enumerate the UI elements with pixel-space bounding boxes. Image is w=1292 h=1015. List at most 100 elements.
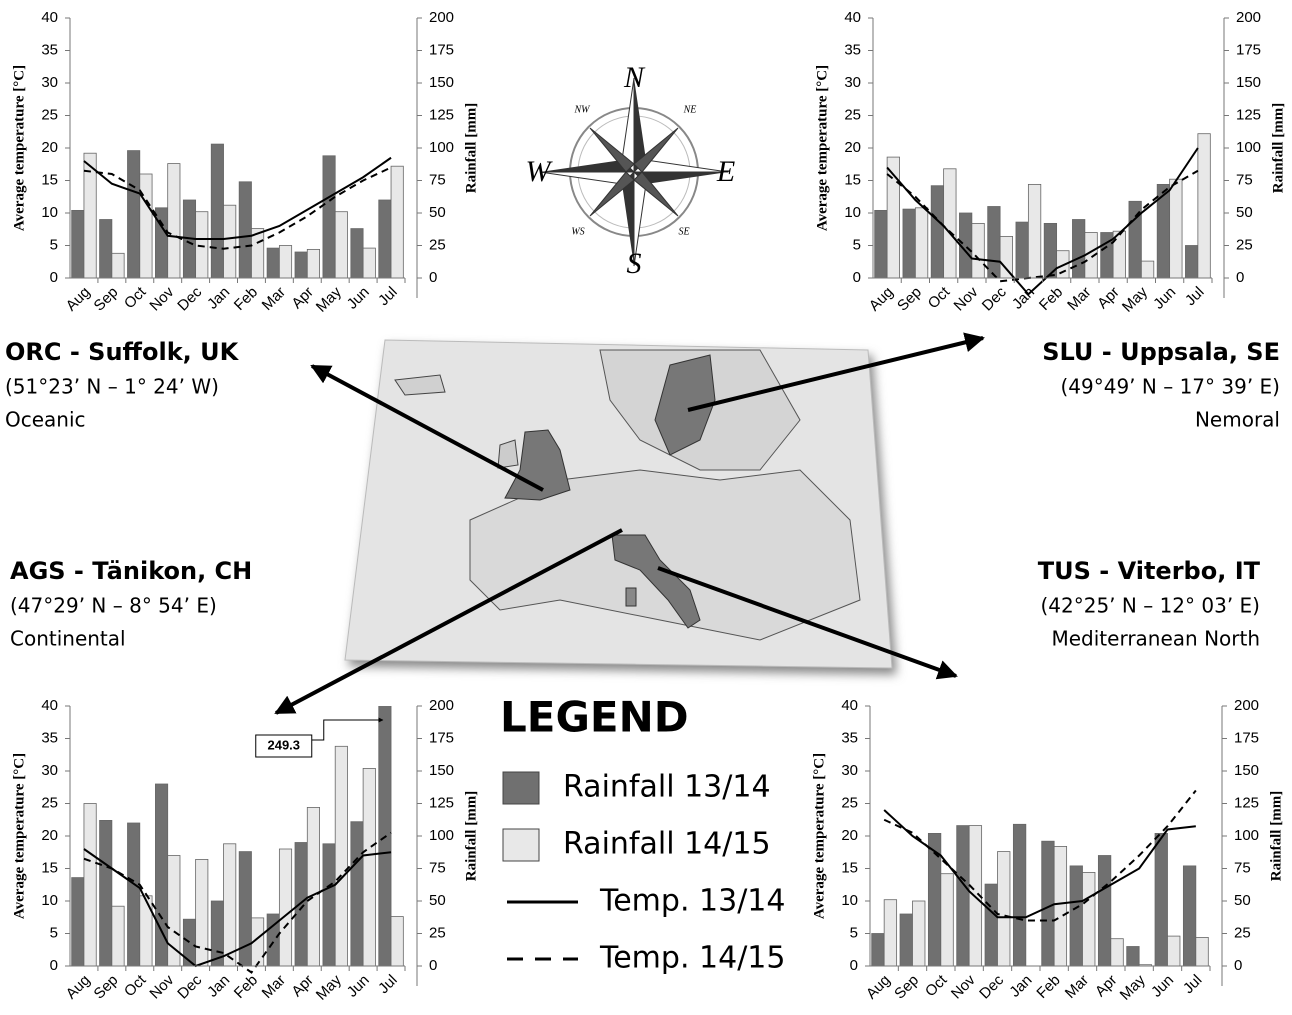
y-tick-label: 25 — [41, 106, 58, 123]
y-tick-label: 35 — [841, 729, 858, 746]
figure: N NE E SE S WS W NW LEGEND 0510152025303… — [0, 0, 1292, 1015]
rainfall-bar — [140, 896, 152, 966]
x-tick-label: Jul — [1180, 972, 1206, 998]
y-tick-label: 40 — [841, 697, 858, 714]
y2-tick-label: 25 — [1234, 924, 1251, 941]
y-axis-label: Average temperature [°C] — [811, 753, 827, 919]
x-tick-label: Sep — [891, 972, 922, 1003]
y-tick-label: 30 — [41, 762, 58, 779]
y-tick-label: 20 — [841, 827, 858, 844]
y2-tick-label: 150 — [429, 762, 454, 779]
x-tick-label: May — [313, 283, 345, 315]
y-tick-label: 20 — [41, 139, 58, 156]
rainfall-bar — [335, 746, 347, 966]
map — [345, 340, 892, 668]
x-tick-label: Oct — [121, 971, 150, 1000]
rainfall-bar — [931, 186, 943, 278]
x-tick-label: Dec — [976, 971, 1007, 1002]
rainfall-bar — [196, 212, 208, 278]
x-tick-label: Jun — [1148, 972, 1177, 1001]
rainfall-bar — [168, 164, 180, 278]
x-tick-label: Sep — [91, 972, 122, 1003]
rainfall-bar — [100, 820, 112, 966]
y2-axis-label: Rainfall [mm] — [463, 103, 479, 193]
rainfall-bar — [1141, 261, 1153, 278]
x-tick-label: Oct — [922, 971, 951, 1000]
legend: Rainfall 13/14Rainfall 14/15Temp. 13/14T… — [503, 770, 785, 976]
y-tick-label: 30 — [844, 74, 861, 91]
x-tick-label: Apr — [1094, 284, 1123, 313]
y-tick-label: 40 — [41, 697, 58, 714]
y2-axis-label: Rainfall [mm] — [463, 791, 479, 881]
compass-label: SE — [678, 226, 689, 237]
rainfall-bar — [1013, 824, 1025, 966]
y2-tick-label: 25 — [1236, 236, 1253, 253]
rainfall-bar — [239, 182, 251, 278]
compass-label: N — [623, 61, 646, 94]
site-coordinates: (49°49’ N – 17° 39’ E) — [1060, 375, 1280, 399]
y2-tick-label: 50 — [1236, 204, 1253, 221]
y-tick-label: 5 — [50, 924, 58, 941]
y-tick-label: 15 — [841, 859, 858, 876]
y2-tick-label: 150 — [429, 74, 454, 91]
x-tick-label: Sep — [894, 284, 925, 315]
y-axis-label: Average temperature [°C] — [11, 65, 27, 231]
rainfall-bar — [1042, 841, 1054, 966]
x-tick-label: May — [313, 971, 345, 1003]
x-tick-label: Dec — [174, 283, 205, 314]
x-tick-label: Apr — [288, 972, 317, 1001]
y2-tick-label: 125 — [429, 106, 454, 123]
rainfall-bar — [323, 844, 335, 966]
y2-tick-label: 0 — [429, 957, 437, 974]
rainfall-bar — [915, 208, 927, 278]
x-tick-label: Apr — [288, 284, 317, 313]
x-tick-label: Jul — [1182, 284, 1208, 310]
y-tick-label: 0 — [50, 957, 58, 974]
y-tick-label: 5 — [850, 924, 858, 941]
y2-axis-label: Rainfall [mm] — [1270, 103, 1286, 193]
rainfall-bar — [913, 901, 925, 966]
x-tick-label: Dec — [174, 971, 205, 1002]
y2-tick-label: 175 — [1234, 729, 1259, 746]
rainfall-bar — [323, 156, 335, 278]
rainfall-bar — [379, 642, 391, 966]
rainfall-bar — [884, 900, 896, 966]
rainfall-bar — [1098, 856, 1110, 967]
rainfall-bar — [1127, 947, 1139, 967]
x-tick-label: Oct — [121, 283, 150, 312]
x-tick-label: Apr — [1092, 972, 1121, 1001]
x-tick-label: Nov — [951, 283, 982, 314]
y-axis-label: Average temperature [°C] — [11, 753, 27, 919]
rainfall-bar — [112, 906, 124, 966]
rainfall-bar — [1111, 939, 1123, 966]
rainfall-bar — [224, 844, 236, 966]
rainfall-bar — [903, 209, 915, 278]
y-tick-label: 20 — [41, 827, 58, 844]
rainfall-bar — [1072, 220, 1084, 279]
y-tick-label: 40 — [41, 9, 58, 26]
y2-tick-label: 200 — [429, 697, 454, 714]
x-tick-label: Mar — [259, 972, 289, 1002]
compass-label: NW — [574, 104, 592, 115]
site-climate: Continental — [10, 627, 126, 651]
site-climate: Mediterranean North — [1051, 627, 1260, 651]
y-axis-label: Average temperature [°C] — [814, 65, 830, 231]
x-tick-label: Aug — [866, 284, 897, 315]
y2-tick-label: 100 — [1234, 827, 1259, 844]
rainfall-bar — [998, 852, 1010, 966]
x-tick-label: Aug — [63, 972, 94, 1003]
x-tick-label: Jan — [204, 972, 233, 1001]
compass-label: E — [716, 155, 735, 188]
x-tick-label: Feb — [231, 972, 261, 1002]
y-tick-label: 5 — [853, 236, 861, 253]
rainfall-bar — [1054, 846, 1066, 966]
rainfall-bar — [1168, 936, 1180, 966]
rainfall-bar — [944, 169, 956, 278]
y-tick-label: 0 — [50, 269, 58, 286]
rainfall-bar — [307, 807, 319, 966]
y-tick-label: 35 — [41, 729, 58, 746]
rainfall-bar — [941, 874, 953, 966]
x-tick-label: Dec — [979, 283, 1010, 314]
rainfall-bar — [1185, 246, 1197, 279]
x-tick-label: Jun — [344, 284, 373, 313]
